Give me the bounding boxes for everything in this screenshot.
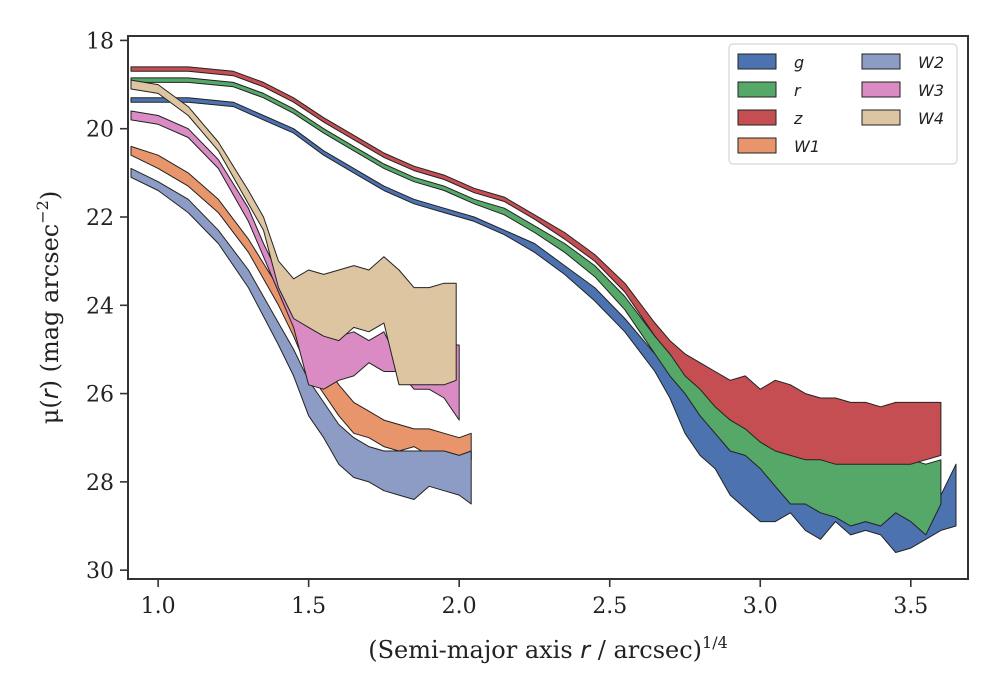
y-tick-label: 28 — [86, 471, 114, 496]
x-tick-label: 2.5 — [592, 594, 627, 619]
y-axis-label: μ(r) (mag arcsec−2) — [33, 191, 64, 424]
legend-entry-W4[interactable]: W4 — [861, 109, 944, 128]
legend-label: g — [794, 53, 804, 72]
y-tick-label: 26 — [86, 383, 114, 408]
plot-frame — [127, 35, 969, 580]
legend-swatch — [861, 53, 901, 70]
legend[interactable]: grz W1 W2 W3 W4 — [728, 43, 958, 165]
series-band-W2 — [130, 167, 472, 505]
legend-swatch — [737, 81, 777, 98]
legend-label: W2 — [918, 53, 944, 72]
legend-swatch — [737, 109, 777, 126]
legend-swatch — [861, 81, 901, 98]
legend-label: W3 — [918, 81, 944, 100]
legend-label: W4 — [918, 109, 944, 128]
legend-entry-g[interactable]: g — [737, 53, 804, 72]
series-band-z — [130, 66, 942, 465]
x-tick-label: 1.0 — [141, 594, 176, 619]
legend-label: r — [794, 81, 802, 100]
legend-swatch — [861, 109, 901, 126]
x-tick-label: 3.0 — [743, 594, 778, 619]
legend-entry-W2[interactable]: W2 — [861, 53, 944, 72]
y-tick-label: 30 — [86, 559, 114, 584]
x-tick-label: 1.5 — [291, 594, 326, 619]
y-tick-label: 24 — [86, 294, 114, 319]
legend-swatch — [737, 53, 777, 70]
y-tick-label: 18 — [86, 29, 114, 54]
legend-entry-z[interactable]: z — [737, 109, 803, 128]
legend-label: W1 — [794, 137, 820, 156]
legend-label: z — [793, 109, 803, 128]
legend-entry-r[interactable]: r — [737, 81, 802, 100]
x-axis-label: (Semi-major axis r / arcsec)1/4 — [368, 633, 728, 664]
series-layer — [130, 66, 957, 553]
ticks-layer: 1.0 1.5 2.0 2.5 3.0 3.5 18 20 22 24 26 28 30 — [86, 29, 928, 619]
x-tick-label: 2.0 — [442, 594, 477, 619]
legend-swatch — [737, 137, 777, 154]
series-band-W4 — [130, 79, 457, 386]
legend-entry-W3[interactable]: W3 — [861, 81, 944, 100]
legend-entry-W1[interactable]: W1 — [737, 137, 820, 156]
y-tick-label: 20 — [86, 118, 114, 143]
x-tick-label: 3.5 — [893, 594, 928, 619]
y-tick-label: 22 — [86, 206, 114, 231]
legend-box — [728, 43, 958, 165]
